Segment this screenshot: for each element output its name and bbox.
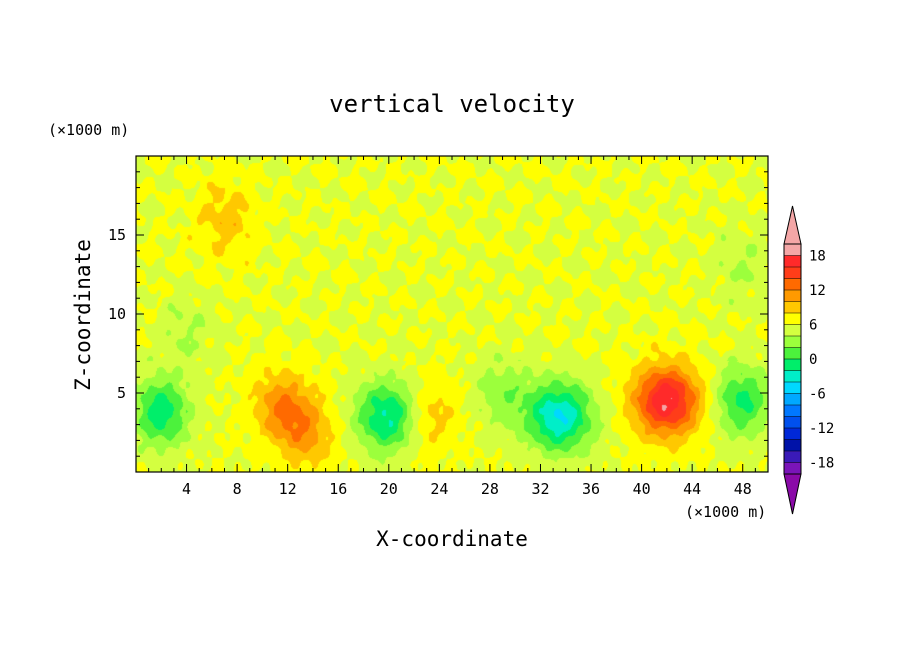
x-tick-label: 40	[633, 480, 651, 498]
colorbar-swatch	[784, 405, 801, 417]
colorbar-swatch	[784, 347, 801, 360]
x-tick-label: 12	[279, 480, 297, 498]
y-axis-label: Z-coordinate	[71, 239, 95, 391]
colorbar-swatch	[784, 301, 801, 314]
y-axis-ticks: 5 10 15	[108, 171, 768, 457]
colorbar: 18 12 6 0 -6 -12 -18	[783, 205, 834, 515]
colorbar-tick-label: 18	[809, 249, 826, 265]
x-tick-label: 4	[182, 480, 191, 498]
x-axis-ticks: 4 8 12 16 20 24 28 32 36 40 44 48	[148, 156, 756, 498]
colorbar-swatch	[784, 278, 801, 291]
colorbar-swatch	[784, 313, 801, 325]
contour-field	[136, 156, 768, 472]
colorbar-swatch	[784, 451, 801, 463]
x-tick-label: 28	[481, 480, 499, 498]
x-tick-label: 32	[531, 480, 549, 498]
y-tick-label: 15	[108, 226, 126, 244]
colorbar-tick-label: -6	[809, 387, 826, 403]
y-tick-label: 5	[117, 384, 126, 402]
colorbar-swatch	[784, 336, 801, 348]
x-tick-label: 16	[329, 480, 347, 498]
x-axis-unit: (×1000 m)	[685, 503, 766, 521]
x-tick-label: 20	[380, 480, 398, 498]
colorbar-swatch	[784, 290, 801, 302]
x-tick-label: 48	[734, 480, 752, 498]
colorbar-tick-label: -18	[809, 456, 834, 472]
colorbar-tick-label: -12	[809, 421, 834, 437]
chart-title: vertical velocity	[329, 90, 575, 118]
colorbar-tick-label: 6	[809, 318, 817, 334]
y-tick-label: 10	[108, 305, 126, 323]
colorbar-swatch	[784, 244, 801, 256]
colorbar-swatch	[784, 267, 801, 279]
colorbar-swatch	[784, 428, 801, 440]
colorbar-swatch	[784, 393, 801, 406]
colorbar-swatch	[784, 382, 801, 394]
y-axis-unit: (×1000 m)	[48, 121, 129, 139]
colorbar-swatch	[784, 359, 801, 371]
x-tick-label: 8	[233, 480, 242, 498]
colorbar-tick-label: 0	[809, 352, 817, 368]
colorbar-swatch	[784, 462, 801, 475]
x-axis-label: X-coordinate	[376, 527, 528, 551]
colorbar-swatch	[784, 324, 801, 337]
colorbar-extend-low	[783, 473, 802, 515]
colorbar-swatch	[784, 416, 801, 429]
colorbar-swatch	[784, 255, 801, 268]
colorbar-tick-label: 12	[809, 283, 826, 299]
contour-field-wrapper	[136, 156, 768, 472]
colorbar-swatch	[784, 370, 801, 383]
x-tick-label: 24	[430, 480, 448, 498]
x-tick-label: 44	[683, 480, 701, 498]
colorbar-swatch	[784, 439, 801, 452]
colorbar-extend-high	[783, 205, 802, 245]
x-tick-label: 36	[582, 480, 600, 498]
